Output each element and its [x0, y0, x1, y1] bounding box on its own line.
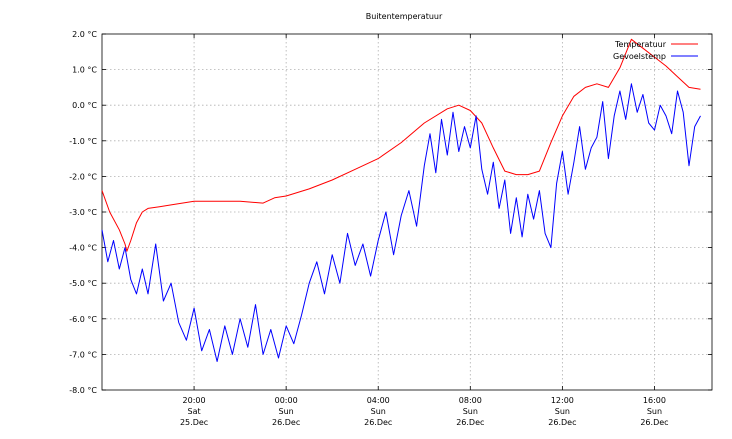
y-tick-label: -4.0 °C	[69, 244, 97, 253]
x-tick-label-date: 26.Dec	[364, 418, 392, 427]
y-tick-label: -8.0 °C	[69, 386, 97, 395]
x-tick-label-time: 00:00	[275, 396, 298, 405]
series-lines	[101, 38, 701, 362]
y-tick-label: -6.0 °C	[69, 315, 97, 324]
x-tick-label-date: 26.Dec	[272, 418, 300, 427]
x-tick-label-time: 04:00	[367, 396, 390, 405]
y-tick-label: 1.0 °C	[72, 66, 97, 75]
x-tick-label-time: 12:00	[551, 396, 574, 405]
x-tick-label-date: 26.Dec	[456, 418, 484, 427]
y-tick-label: -3.0 °C	[69, 208, 97, 217]
series-line-2	[101, 83, 701, 362]
y-tick-label: -7.0 °C	[69, 350, 97, 359]
x-tick-label-day: Sun	[463, 407, 478, 416]
y-tick-label: -1.0 °C	[69, 137, 97, 146]
x-tick-label-day: Sun	[555, 407, 570, 416]
x-tick-label-day: Sun	[279, 407, 294, 416]
x-tick-label-date: 26.Dec	[548, 418, 576, 427]
y-tick-label: -2.0 °C	[69, 172, 97, 181]
x-tick-label-time: 16:00	[643, 396, 666, 405]
x-tick-label-date: 26.Dec	[640, 418, 668, 427]
x-tick-label-day: Sat	[188, 407, 201, 416]
y-tick-label: 0.0 °C	[72, 101, 97, 110]
x-tick-label-day: Sun	[371, 407, 386, 416]
legend-label: Gevoelstemp	[613, 52, 666, 61]
x-tick-label-day: Sun	[647, 407, 662, 416]
y-tick-label: 2.0 °C	[72, 30, 97, 39]
x-axis: 20:00 Sat 25.Dec 00:00 Sun 26.Dec 04:00 Sun 26.D…	[180, 34, 669, 427]
series-line-1	[101, 38, 701, 252]
legend-label: Temperatuur	[614, 40, 667, 49]
y-axis: 2.0 °C 1.0 °C 0.0 °C -1.0 °C -2.0 °C -3.0 °C -…	[69, 30, 712, 395]
x-tick-label-date: 25.Dec	[180, 418, 208, 427]
legend: Temperatuur Gevoelstemp	[613, 40, 698, 61]
grid-lines	[102, 34, 712, 390]
chart-title: Buitentemperatuur	[366, 12, 443, 21]
x-tick-label-time: 08:00	[459, 396, 482, 405]
y-tick-label: -5.0 °C	[69, 279, 97, 288]
x-tick-label-time: 20:00	[183, 396, 206, 405]
